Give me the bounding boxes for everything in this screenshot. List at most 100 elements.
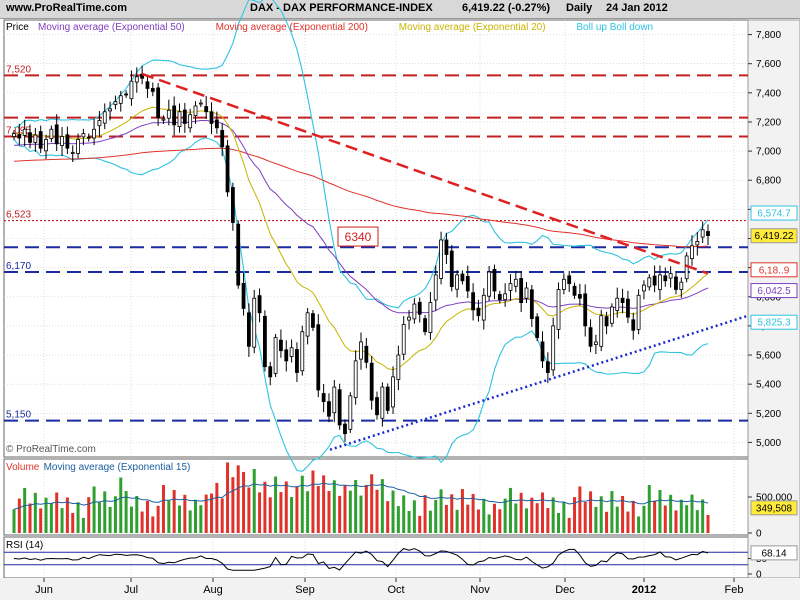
volume-bar [402, 495, 406, 533]
date-label: 24 Jan 2012 [606, 2, 668, 14]
month-tick-label: Sep [295, 584, 315, 596]
level-label: 7,095 [6, 126, 31, 137]
candle-body [193, 105, 198, 116]
volume-bar [615, 506, 619, 533]
value-tag-label: 6,042.5 [757, 286, 791, 297]
volume-bar [161, 485, 165, 533]
volume-bar [551, 497, 555, 533]
volume-bar [573, 497, 577, 533]
volume-bar [642, 505, 646, 533]
volume-ema-line [13, 482, 709, 510]
volume-bar [145, 500, 149, 533]
volume-bar [498, 509, 502, 533]
volume-bar [690, 494, 694, 533]
volume-bar [663, 505, 667, 533]
candle-body [519, 278, 524, 303]
candle-body [76, 139, 80, 154]
volume-bar [439, 489, 443, 533]
candle-body [113, 101, 118, 105]
volume-bar [55, 492, 59, 533]
candle-body [177, 111, 182, 128]
level-label: 5,150 [6, 410, 31, 421]
price-tick-label: 7,600 [756, 59, 781, 70]
volume-bar [610, 491, 614, 533]
volume-bar [578, 486, 582, 533]
volume-bar [658, 489, 662, 533]
site-label[interactable]: www.ProRealTime.com [6, 2, 128, 14]
value-tag [750, 228, 798, 244]
candle-body [252, 297, 257, 348]
volume-bar [583, 502, 587, 533]
rsi-panel [3, 536, 749, 579]
volume-bar [183, 494, 187, 533]
candle-body [156, 87, 161, 118]
volume-bar [268, 497, 272, 533]
rsi-value-tag [750, 545, 798, 561]
volume-bar [706, 515, 710, 533]
volume-bar [60, 508, 64, 533]
volume-bar [44, 497, 48, 533]
volume-bar [263, 481, 267, 533]
volume-bar [519, 492, 523, 533]
price-tick-label: 7,800 [756, 30, 781, 41]
candle-body [503, 293, 508, 301]
candle-body [663, 275, 668, 282]
volume-bar [177, 505, 181, 533]
volume-bar [284, 481, 288, 533]
candle-body [465, 275, 470, 292]
ema50-line [14, 120, 709, 314]
volume-bar [140, 511, 144, 533]
candle-body [284, 349, 289, 362]
volume-bar [12, 509, 16, 533]
candle-body [674, 276, 678, 290]
candle-body [145, 81, 150, 89]
candle-body [551, 325, 556, 371]
candle-body [17, 134, 22, 139]
month-tick-label: Aug [203, 584, 223, 596]
volume-bar [605, 511, 609, 533]
volume-bar [65, 497, 69, 533]
volume-bar [210, 493, 214, 533]
volume-bar [503, 498, 507, 533]
candle-body [161, 118, 166, 121]
month-tick-label: 2012 [632, 584, 656, 596]
volume-bar [541, 492, 545, 533]
candle-body [529, 289, 534, 320]
volume-bar [487, 514, 491, 533]
candle-body [476, 307, 481, 317]
candle-body [289, 347, 294, 357]
candle-body [279, 339, 283, 352]
candle-body [124, 93, 129, 96]
candle-body [615, 297, 620, 311]
volume-bar [428, 510, 432, 533]
volume-bar [322, 475, 326, 533]
volume-bar [685, 505, 689, 533]
candle-body [588, 327, 593, 347]
candle-body [220, 130, 225, 148]
volume-bar [97, 502, 101, 533]
volume-bar [557, 512, 561, 533]
volume-bar [316, 486, 320, 533]
candle-body [375, 397, 379, 416]
month-tick-label: Oct [387, 584, 404, 596]
price-tick-label: 6,800 [756, 176, 781, 187]
candle-body [305, 312, 310, 337]
candle-body [300, 331, 305, 372]
volume-bar [33, 492, 37, 533]
volume-bar [599, 496, 603, 533]
candle-body [337, 389, 342, 426]
volume-bar [39, 508, 43, 533]
value-tag-label: 6,18..9 [759, 265, 790, 276]
volume-value-tag [750, 500, 798, 516]
candle-body [364, 345, 369, 363]
watermark: © ProRealTime.com [6, 444, 96, 455]
volume-bar [103, 491, 107, 533]
value-tag [750, 205, 798, 221]
candle-body [460, 273, 465, 282]
value-tag [750, 283, 798, 299]
volume-bar [129, 506, 133, 533]
volume-bar [482, 498, 486, 533]
volume-bar [514, 503, 518, 533]
volume-legend-item: Moving average (Exponential 15) [44, 462, 191, 473]
